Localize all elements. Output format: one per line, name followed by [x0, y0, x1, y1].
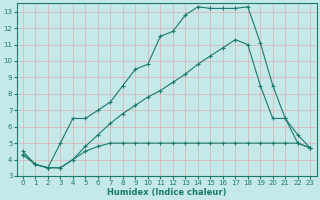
X-axis label: Humidex (Indice chaleur): Humidex (Indice chaleur)	[107, 188, 226, 197]
